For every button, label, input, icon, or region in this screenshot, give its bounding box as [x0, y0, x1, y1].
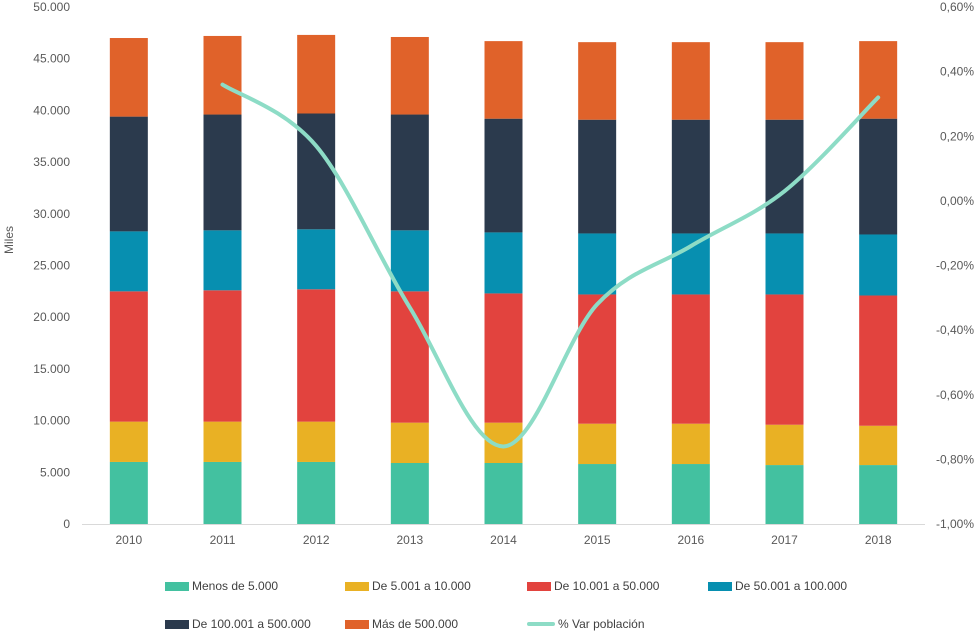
x-tick-label: 2014 — [490, 533, 517, 547]
bar-segment — [485, 293, 523, 422]
x-tick-label: 2015 — [584, 533, 611, 547]
bar-segment — [672, 120, 710, 234]
y-axis-right: -1,00% -0,80% -0,60% -0,40% -0,20% 0,00% 0,20%… — [936, 0, 974, 531]
bar-segment — [672, 42, 710, 120]
y2-tick-label: -0,20% — [936, 259, 974, 273]
bar-segment — [297, 35, 335, 114]
y-tick-label: 35.000 — [33, 155, 70, 169]
bar-segment — [297, 289, 335, 421]
y2-tick-label: 0,40% — [940, 65, 974, 79]
bar-segment — [297, 422, 335, 462]
bar-segment — [672, 424, 710, 464]
bar-segment — [110, 38, 148, 117]
x-tick-label: 2016 — [677, 533, 704, 547]
bar-segment — [578, 233, 616, 294]
y-tick-label: 0 — [63, 517, 70, 531]
y-tick-label: 20.000 — [33, 310, 70, 324]
y-tick-label: 40.000 — [33, 103, 70, 117]
bar-segment — [204, 36, 242, 115]
y2-tick-label: -0,60% — [936, 388, 974, 402]
bar-segment — [578, 42, 616, 120]
y-tick-label: 25.000 — [33, 259, 70, 273]
bar-segment — [859, 234, 897, 295]
bar-segment — [391, 37, 429, 115]
bar-segment — [766, 425, 804, 465]
bar-segment — [672, 294, 710, 423]
bar-segment — [110, 422, 148, 462]
bar-segment — [297, 229, 335, 289]
bar-segment — [204, 115, 242, 231]
bar-segment — [859, 295, 897, 425]
y-tick-label: 10.000 — [33, 414, 70, 428]
y2-tick-label: 0,60% — [940, 0, 974, 14]
x-tick-label: 2013 — [396, 533, 423, 547]
bar-segment — [297, 462, 335, 524]
bar-segment — [485, 119, 523, 233]
y2-tick-label: 0,00% — [940, 194, 974, 208]
bar-segment — [766, 465, 804, 524]
y-tick-label: 30.000 — [33, 207, 70, 221]
bar-segment — [859, 119, 897, 235]
bar-segment — [766, 233, 804, 294]
bar-segment — [204, 462, 242, 524]
y2-tick-label: 0,20% — [940, 129, 974, 143]
y-tick-label: 50.000 — [33, 0, 70, 14]
x-tick-label: 2010 — [115, 533, 142, 547]
bar-segment — [110, 291, 148, 421]
bar-segment — [110, 462, 148, 524]
x-tick-label: 2017 — [771, 533, 798, 547]
bar-segment — [578, 424, 616, 464]
bar-segment — [485, 41, 523, 119]
y-tick-label: 5.000 — [40, 465, 70, 479]
bar-segment — [485, 463, 523, 524]
bar-segment — [391, 463, 429, 524]
bar-segment — [391, 115, 429, 231]
x-axis: 2010 2011 2012 2013 2014 2015 2016 2017 2018 — [82, 525, 925, 548]
bar-segment — [766, 120, 804, 234]
bar-segment — [110, 117, 148, 232]
y2-tick-label: -0,80% — [936, 452, 974, 466]
bar-segment — [578, 120, 616, 234]
bar-segment — [204, 290, 242, 421]
bar-segment — [672, 464, 710, 524]
y2-tick-label: -0,40% — [936, 323, 974, 337]
x-tick-label: 2012 — [303, 533, 330, 547]
x-tick-label: 2018 — [865, 533, 892, 547]
bar-segment — [110, 231, 148, 291]
bar-segment — [859, 465, 897, 524]
y2-tick-label: -1,00% — [936, 517, 974, 531]
y-tick-label: 15.000 — [33, 362, 70, 376]
bar-segment — [578, 464, 616, 524]
bar-segment — [485, 232, 523, 293]
bar-segment — [204, 422, 242, 462]
y-tick-label: 45.000 — [33, 52, 70, 66]
bar-segment — [672, 233, 710, 294]
bar-segment — [391, 423, 429, 463]
bar-segment — [578, 294, 616, 423]
bar-segment — [859, 426, 897, 465]
bar-segment — [204, 230, 242, 290]
bar-segment — [766, 294, 804, 424]
x-tick-label: 2011 — [210, 533, 236, 547]
y-axis-title: Miles — [2, 226, 16, 254]
y-axis-left: 0 5.000 10.000 15.000 20.000 25.000 30.000 35.0… — [33, 0, 70, 531]
bar-segment — [859, 41, 897, 119]
bar-segment — [766, 42, 804, 120]
bars — [110, 35, 897, 524]
